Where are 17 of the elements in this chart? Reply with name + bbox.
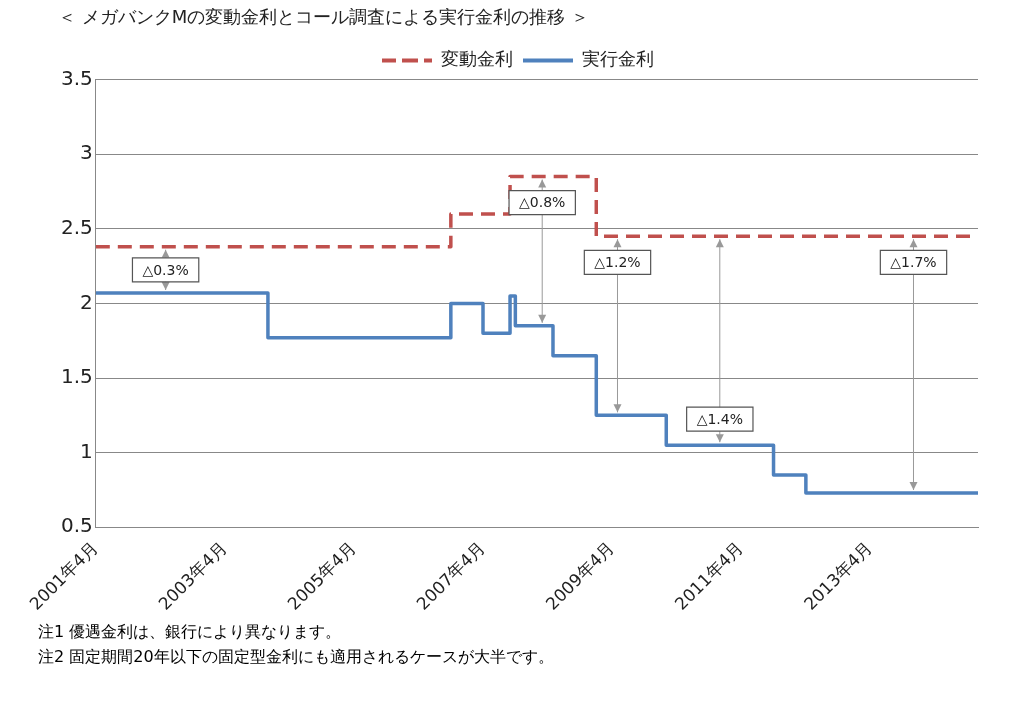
legend-label: 変動金利 bbox=[441, 48, 513, 70]
text: 注1 優遇金利は、銀行により異なります。 bbox=[38, 622, 343, 643]
y-tick-label: 1 bbox=[80, 438, 93, 463]
annotation: △1.4% bbox=[696, 410, 743, 427]
annotation: △1.7% bbox=[890, 253, 937, 270]
legend-label: 実行金利 bbox=[582, 48, 654, 70]
annotation: △0.8% bbox=[519, 194, 566, 211]
y-tick-label: 0.5 bbox=[60, 513, 93, 538]
text: 注2 固定期間20年以下の固定型金利にも適用されるケースが大半です。 bbox=[38, 647, 555, 668]
chart-title: ＜ メガバンクMの変動金利とコール調査による実行金利の推移 ＞ bbox=[58, 6, 589, 28]
y-tick-label: 1.5 bbox=[60, 364, 93, 389]
y-tick-label: 3.5 bbox=[60, 65, 93, 90]
annotation: △1.2% bbox=[594, 253, 641, 270]
y-tick-label: 2 bbox=[80, 289, 93, 314]
y-tick-label: 3 bbox=[80, 140, 93, 165]
annotation: △0.3% bbox=[142, 261, 189, 278]
y-tick-label: 2.5 bbox=[60, 215, 93, 240]
